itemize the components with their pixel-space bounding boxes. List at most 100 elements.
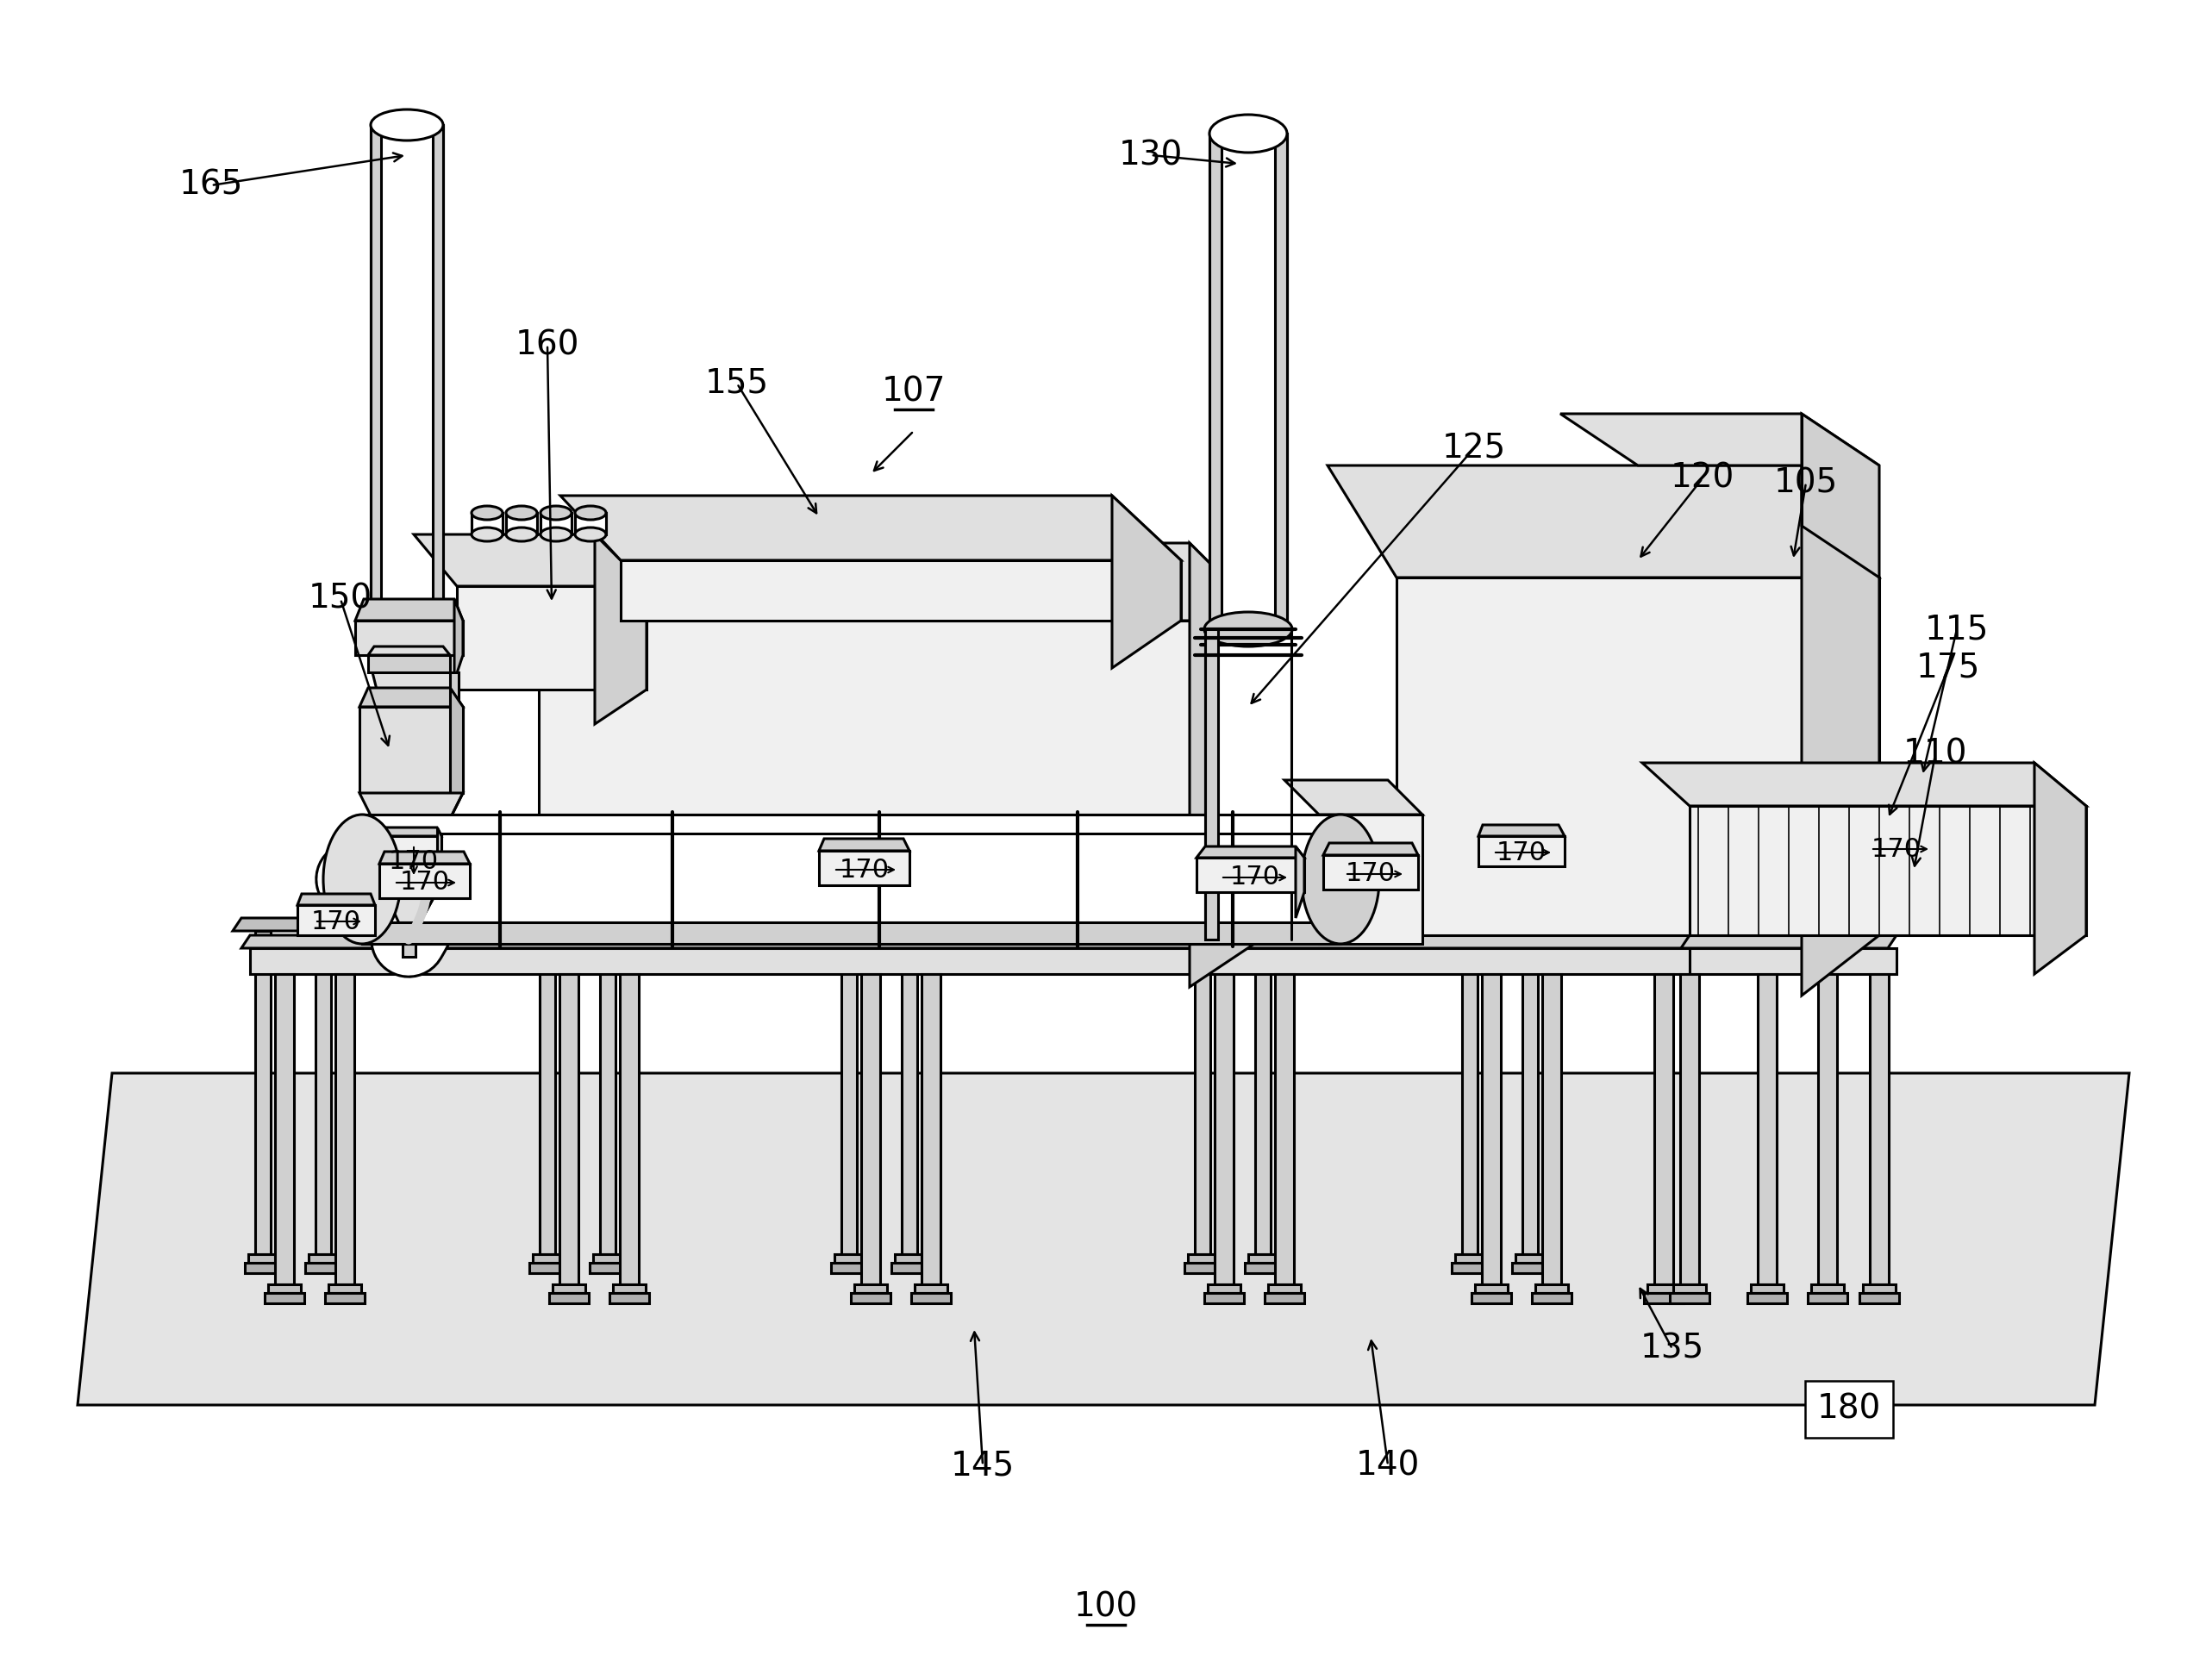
Polygon shape: [540, 513, 571, 535]
Polygon shape: [1690, 948, 1896, 973]
Polygon shape: [1190, 543, 1267, 987]
Polygon shape: [1327, 465, 1880, 578]
Text: 120: 120: [1670, 462, 1734, 495]
Polygon shape: [268, 1284, 301, 1292]
Polygon shape: [1681, 935, 1896, 948]
Text: 125: 125: [1442, 432, 1506, 465]
Polygon shape: [380, 835, 442, 884]
Polygon shape: [361, 792, 462, 835]
Polygon shape: [1183, 1262, 1221, 1272]
Polygon shape: [560, 973, 577, 1284]
Ellipse shape: [540, 507, 571, 520]
Polygon shape: [442, 792, 462, 835]
Text: 180: 180: [1816, 1394, 1880, 1425]
Polygon shape: [1471, 1292, 1511, 1304]
Ellipse shape: [1210, 115, 1287, 153]
Ellipse shape: [323, 814, 400, 943]
Text: 170: 170: [400, 870, 449, 895]
Polygon shape: [1513, 1262, 1548, 1272]
Polygon shape: [380, 884, 442, 930]
Polygon shape: [1801, 414, 1880, 578]
Polygon shape: [1747, 1292, 1787, 1304]
Polygon shape: [367, 654, 449, 673]
Polygon shape: [1690, 806, 2086, 935]
Ellipse shape: [471, 528, 502, 541]
Polygon shape: [1475, 1284, 1509, 1292]
Polygon shape: [1214, 973, 1234, 1284]
Polygon shape: [1274, 973, 1294, 1284]
Polygon shape: [248, 1254, 276, 1262]
Polygon shape: [327, 1284, 361, 1292]
Polygon shape: [575, 513, 606, 535]
Polygon shape: [854, 1284, 887, 1292]
Polygon shape: [549, 1292, 588, 1304]
Text: 140: 140: [1356, 1448, 1420, 1482]
Text: 105: 105: [1774, 467, 1838, 498]
Polygon shape: [254, 930, 270, 1254]
Polygon shape: [1807, 1292, 1847, 1304]
Polygon shape: [553, 1284, 586, 1292]
Polygon shape: [325, 1292, 365, 1304]
Polygon shape: [1644, 1292, 1683, 1304]
Text: 145: 145: [951, 1448, 1015, 1482]
Polygon shape: [296, 894, 376, 905]
Polygon shape: [305, 1262, 341, 1272]
Polygon shape: [367, 646, 449, 654]
Polygon shape: [363, 814, 1340, 943]
Ellipse shape: [540, 528, 571, 541]
Ellipse shape: [1203, 611, 1292, 646]
Polygon shape: [265, 1292, 305, 1304]
Polygon shape: [611, 1292, 648, 1304]
Ellipse shape: [372, 110, 442, 141]
Polygon shape: [471, 513, 502, 535]
Text: 115: 115: [1924, 613, 1989, 646]
Text: 170: 170: [841, 857, 889, 882]
Polygon shape: [599, 930, 615, 1254]
Polygon shape: [1455, 1254, 1484, 1262]
Ellipse shape: [507, 507, 538, 520]
Polygon shape: [1254, 930, 1270, 1254]
Polygon shape: [1197, 857, 1305, 892]
Polygon shape: [896, 1254, 925, 1262]
Polygon shape: [1396, 578, 1880, 935]
Polygon shape: [1655, 973, 1672, 1284]
Polygon shape: [507, 513, 538, 535]
Polygon shape: [1812, 1284, 1845, 1292]
Polygon shape: [1188, 1254, 1217, 1262]
Polygon shape: [361, 708, 462, 792]
Text: 100: 100: [1075, 1591, 1137, 1624]
Polygon shape: [914, 1284, 947, 1292]
Polygon shape: [449, 688, 462, 792]
Polygon shape: [296, 905, 376, 935]
Polygon shape: [1113, 495, 1181, 668]
Text: 170: 170: [389, 849, 438, 874]
Polygon shape: [529, 1262, 566, 1272]
Polygon shape: [1462, 930, 1478, 1254]
Polygon shape: [1670, 1292, 1710, 1304]
Polygon shape: [356, 600, 462, 621]
Polygon shape: [1542, 973, 1562, 1284]
Ellipse shape: [471, 507, 502, 520]
Polygon shape: [613, 1284, 646, 1292]
Polygon shape: [1318, 814, 1422, 943]
Polygon shape: [250, 948, 1699, 973]
Text: 170: 170: [312, 909, 361, 933]
Polygon shape: [852, 1292, 891, 1304]
Polygon shape: [1801, 465, 1880, 995]
Polygon shape: [1265, 1292, 1305, 1304]
Polygon shape: [414, 535, 646, 586]
Text: 155: 155: [706, 367, 770, 400]
Polygon shape: [1296, 847, 1305, 919]
Polygon shape: [560, 495, 1181, 560]
Polygon shape: [1515, 1254, 1544, 1262]
Polygon shape: [1210, 133, 1221, 630]
Polygon shape: [449, 673, 458, 708]
Text: 175: 175: [1916, 651, 1980, 684]
Text: 170: 170: [1345, 862, 1396, 887]
Polygon shape: [372, 125, 442, 621]
Polygon shape: [1206, 630, 1292, 940]
Polygon shape: [403, 930, 416, 957]
Text: 165: 165: [179, 169, 243, 201]
Text: 130: 130: [1119, 140, 1183, 171]
Polygon shape: [902, 930, 918, 1254]
